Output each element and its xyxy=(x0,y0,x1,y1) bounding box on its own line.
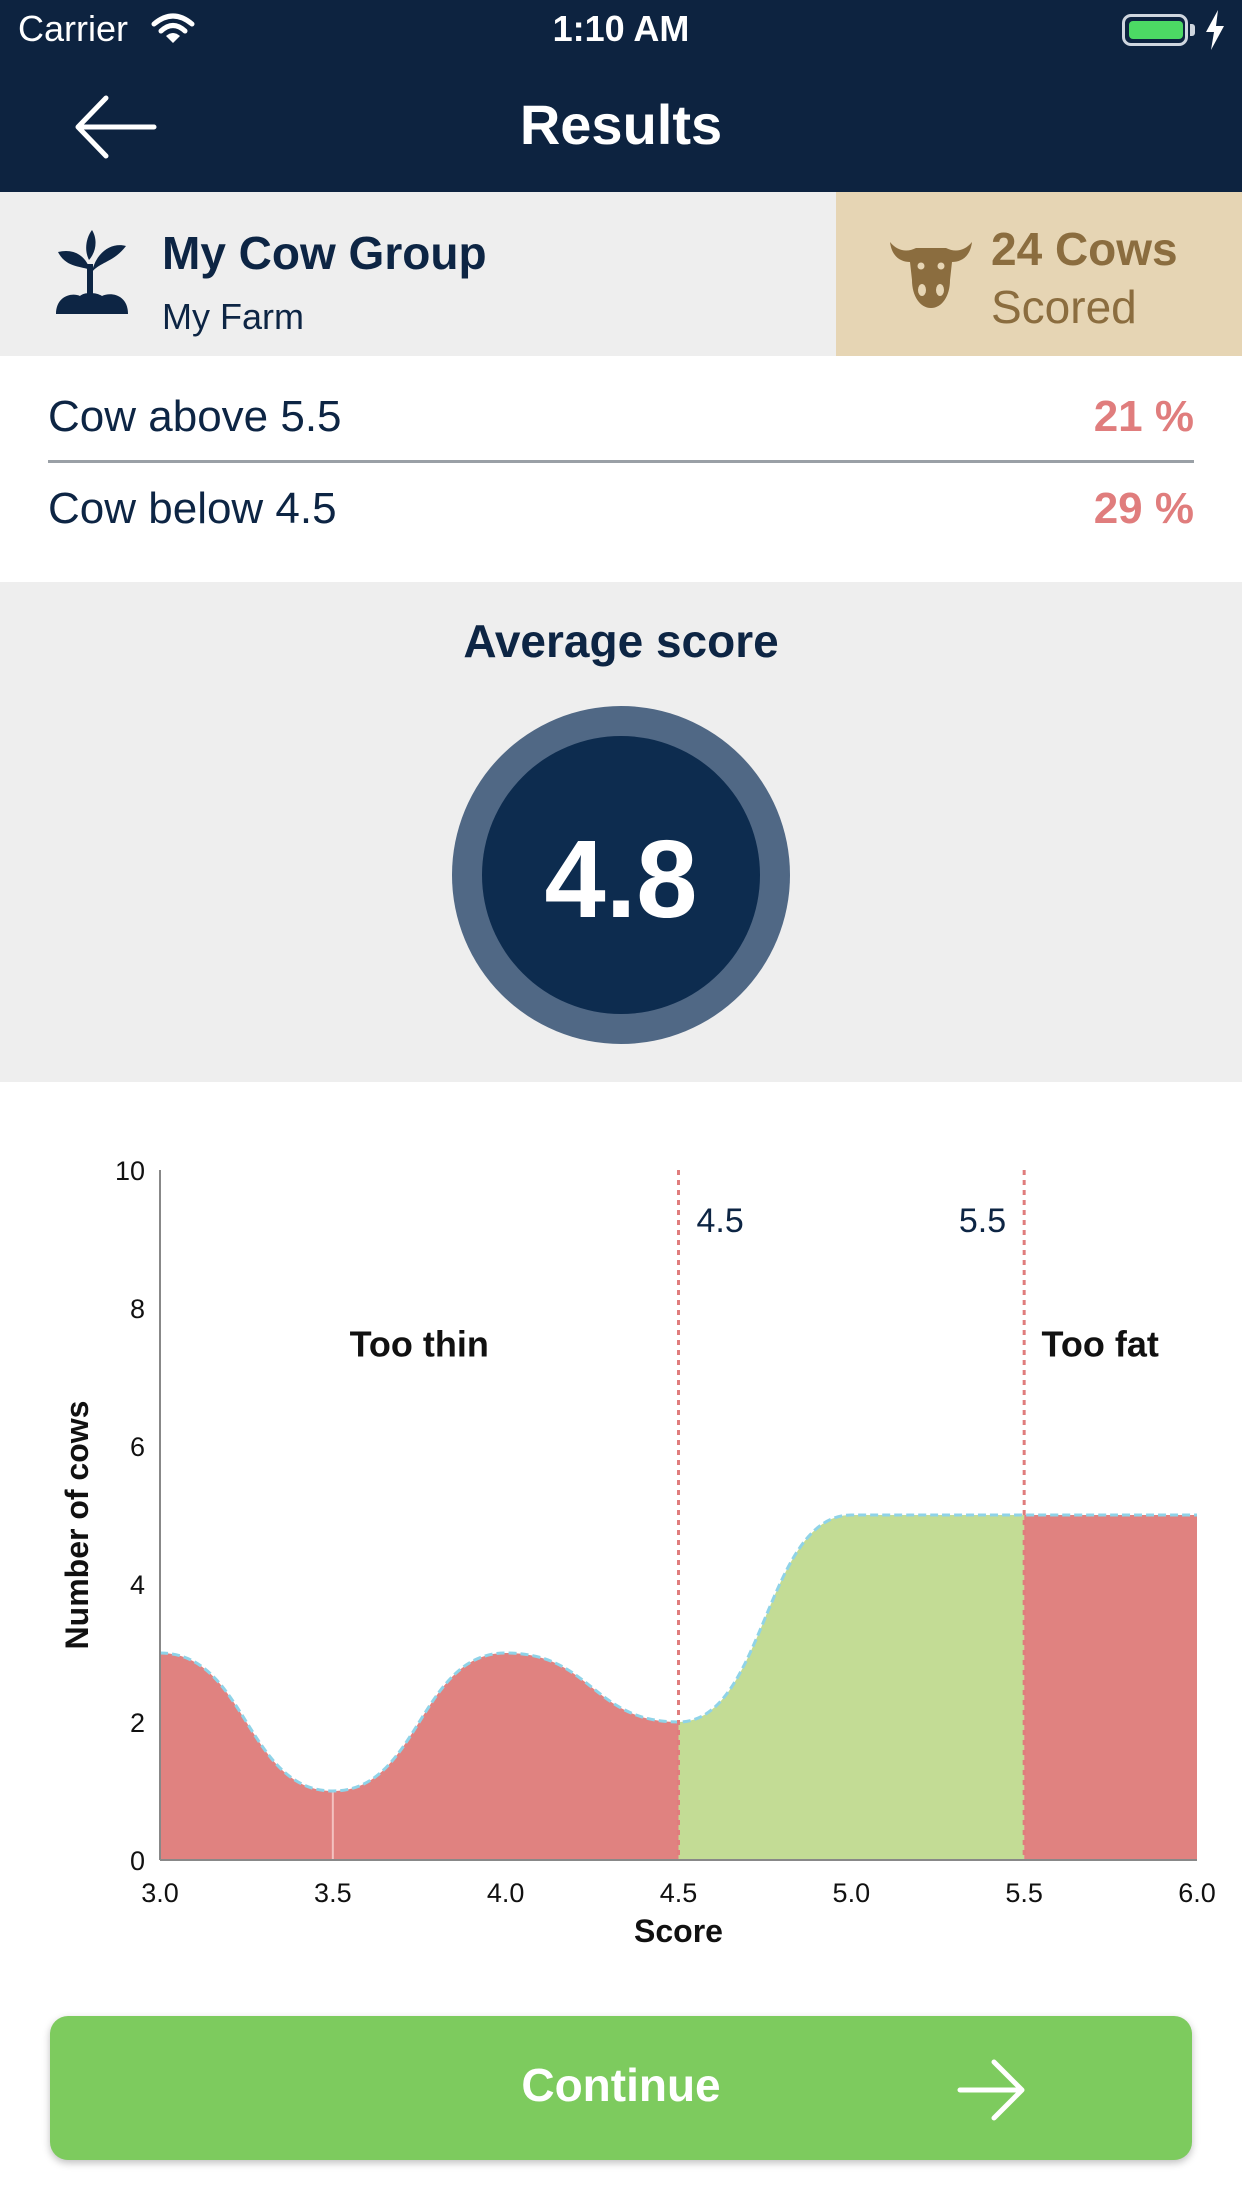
threshold-label: 5.5 xyxy=(959,1202,1006,1240)
stat-row-above: Cow above 5.5 21 % xyxy=(48,370,1194,460)
x-axis-title: Score xyxy=(634,1913,723,1949)
score-ring: 4.8 xyxy=(452,706,790,1044)
stat-value: 29 % xyxy=(1093,484,1194,533)
y-tick-label: 0 xyxy=(130,1846,145,1876)
cows-count: 24 Cows xyxy=(991,223,1178,275)
score-circle: 4.8 xyxy=(482,736,760,1014)
continue-button[interactable]: Continue xyxy=(50,2016,1192,2160)
battery-level xyxy=(1129,21,1183,39)
x-tick-label: 4.5 xyxy=(660,1878,698,1908)
charging-bolt-icon xyxy=(1206,10,1224,50)
y-tick-label: 2 xyxy=(130,1708,145,1738)
continue-label: Continue xyxy=(521,2059,721,2111)
carrier-label: Carrier xyxy=(18,8,129,49)
average-score-section: Average score 4.8 xyxy=(0,582,1242,1082)
back-arrow-icon[interactable] xyxy=(70,90,160,164)
battery-cap xyxy=(1190,24,1195,36)
y-axis-title: Number of cows xyxy=(59,1401,95,1650)
x-tick-label: 4.0 xyxy=(487,1878,525,1908)
area-in-range xyxy=(678,1515,1025,1860)
status-bar: Carrier 1:10 AM xyxy=(0,0,1242,62)
cows-scored-badge: 24 Cows Scored xyxy=(836,192,1242,356)
y-tick-label: 6 xyxy=(130,1432,145,1462)
threshold-label: 4.5 xyxy=(697,1202,744,1240)
average-score-value: 4.8 xyxy=(544,818,698,941)
area-too-thin xyxy=(160,1653,679,1860)
cows-scored-label: Scored xyxy=(991,281,1137,333)
stat-row-below: Cow below 4.5 29 % xyxy=(48,462,1194,552)
group-header: My Cow Group My Farm 24 Cows Scored xyxy=(0,192,1242,356)
x-tick-label: 5.5 xyxy=(1005,1878,1043,1908)
x-tick-label: 3.5 xyxy=(314,1878,352,1908)
area-too-fat xyxy=(1024,1515,1197,1860)
zone-label: Too fat xyxy=(1042,1323,1159,1364)
cow-head-icon xyxy=(890,242,972,308)
x-tick-label: 5.0 xyxy=(833,1878,871,1908)
plant-sprout-icon xyxy=(56,230,128,314)
arrow-right-icon xyxy=(957,2059,1025,2121)
stat-label: Cow above 5.5 xyxy=(48,392,342,441)
stat-divider xyxy=(48,460,1194,463)
farm-name: My Farm xyxy=(162,296,304,337)
y-tick-label: 4 xyxy=(130,1570,145,1600)
nav-bar: Results xyxy=(0,62,1242,192)
group-name: My Cow Group xyxy=(162,227,487,279)
average-score-title: Average score xyxy=(463,615,779,667)
wifi-icon xyxy=(151,13,195,43)
y-tick-label: 10 xyxy=(115,1156,145,1186)
battery-icon xyxy=(1122,14,1188,46)
status-time: 1:10 AM xyxy=(552,8,690,49)
distribution-curve xyxy=(159,1513,1197,1793)
score-distribution-chart: 0 2 4 6 8 10 3.0 3.5 4.0 4.5 5.0 5.5 6.0 Score Number … xyxy=(0,1140,1242,1970)
y-tick-label: 8 xyxy=(130,1294,145,1324)
zone-label: Too thin xyxy=(350,1323,489,1364)
stat-value: 21 % xyxy=(1093,392,1194,441)
x-tick-label: 3.0 xyxy=(141,1878,179,1908)
stat-label: Cow below 4.5 xyxy=(48,484,337,533)
chart-svg: 0 2 4 6 8 10 3.0 3.5 4.0 4.5 5.0 5.5 6.0 Score Number … xyxy=(59,1156,1216,1949)
x-tick-label: 6.0 xyxy=(1178,1878,1216,1908)
page-title: Results xyxy=(519,93,723,156)
